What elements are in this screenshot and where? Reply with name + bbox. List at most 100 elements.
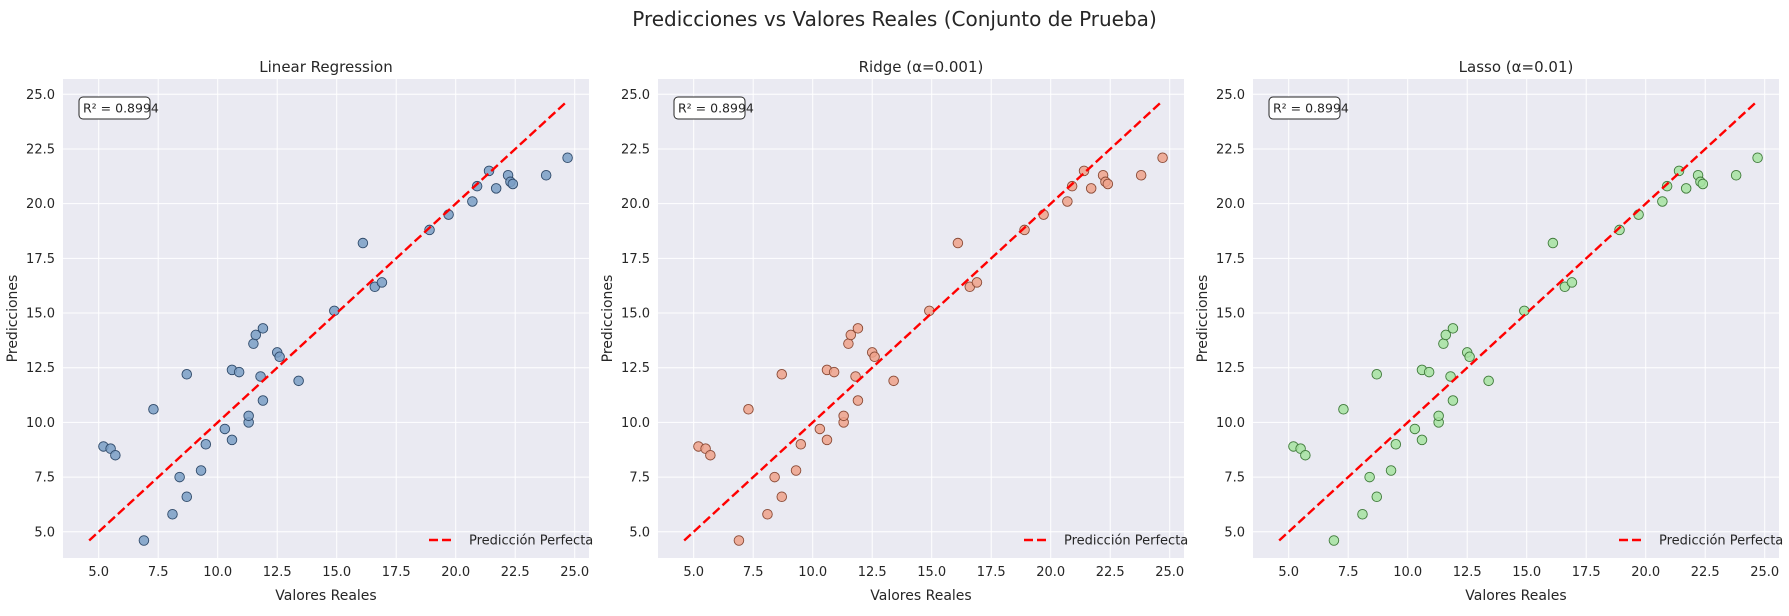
data-point	[148, 404, 159, 415]
data-point	[181, 369, 193, 380]
x-tick-label: 22.5	[1691, 565, 1720, 580]
data-point	[1066, 180, 1078, 192]
x-tick-label: 12.5	[263, 565, 292, 580]
x-tick-label: 25.0	[560, 565, 589, 580]
chart-panel-1: 5.0 7.5 10.0 12.5 15.0 17.5 20.0 22.5 25.0 5.0 7.5…	[5, 58, 593, 604]
data-point	[1440, 329, 1452, 341]
y-tick-label: 10.0	[1216, 416, 1245, 431]
y-tick-label: 15.0	[1216, 307, 1245, 322]
data-point	[167, 509, 178, 520]
data-point	[952, 237, 964, 249]
data-point	[1390, 439, 1402, 450]
y-tick-label: 17.5	[26, 252, 55, 267]
annotation-box	[78, 96, 151, 120]
data-point	[843, 338, 854, 349]
data-point	[195, 465, 207, 476]
y-tick-label: 12.5	[1216, 361, 1245, 376]
data-point	[1661, 180, 1673, 192]
data-point	[490, 183, 502, 194]
chart-title: Linear Regression	[259, 58, 392, 76]
y-tick-label: 10.0	[621, 416, 650, 431]
data-point	[838, 410, 849, 422]
x-tick-label: 20.0	[1036, 565, 1065, 580]
y-tick-label: 25.0	[26, 88, 55, 103]
y-tick-label: 25.0	[621, 88, 650, 103]
y-tick-label: 5.0	[1224, 525, 1245, 540]
data-point	[540, 169, 552, 181]
data-point	[257, 323, 269, 334]
data-point	[1752, 152, 1763, 163]
x-tick-label: 7.5	[743, 565, 764, 580]
data-point	[483, 165, 495, 177]
data-point	[1433, 410, 1444, 422]
y-tick-label: 22.5	[1216, 142, 1245, 157]
y-tick-label: 7.5	[34, 471, 55, 486]
y-tick-label: 5.0	[34, 525, 55, 540]
y-tick-label: 17.5	[621, 252, 650, 267]
data-point	[1385, 465, 1397, 476]
chart-panel-2: 5.0 7.5 10.0 12.5 15.0 17.5 20.0 22.5 25.0 5.0 7.5…	[600, 58, 1188, 604]
data-point	[110, 449, 121, 461]
r2-annotation: R² = 0.8994	[78, 96, 159, 120]
annotation-box	[673, 96, 746, 120]
data-point	[255, 371, 266, 382]
x-axis-label: Valores Reales	[1465, 588, 1566, 604]
scatter-points	[693, 152, 1168, 546]
data-point	[845, 329, 857, 341]
data-point	[226, 434, 238, 446]
grid-lines	[658, 79, 1184, 558]
data-point	[1547, 237, 1559, 249]
data-point	[1135, 169, 1147, 181]
x-tick-label: 17.5	[977, 565, 1006, 580]
x-tick-label: 7.5	[148, 565, 169, 580]
y-tick-label: 25.0	[1216, 88, 1245, 103]
legend-label: Predicción Perfecta	[1064, 534, 1188, 549]
data-point	[852, 395, 864, 406]
data-point	[471, 180, 483, 192]
x-tick-label: 20.0	[1631, 565, 1660, 580]
x-tick-label: 5.0	[88, 565, 109, 580]
data-point	[1423, 366, 1435, 378]
data-point	[248, 338, 259, 349]
data-point	[1338, 404, 1349, 415]
data-point	[1614, 224, 1625, 236]
data-point	[243, 410, 254, 422]
chart-title: Lasso (α=0.01)	[1459, 58, 1574, 76]
data-point	[1445, 371, 1456, 382]
y-tick-label: 7.5	[629, 471, 650, 486]
y-tick-label: 12.5	[26, 361, 55, 376]
x-tick-label: 25.0	[1155, 565, 1184, 580]
x-tick-label: 10.0	[798, 565, 827, 580]
x-tick-label: 17.5	[1572, 565, 1601, 580]
data-point	[357, 237, 369, 249]
legend-label: Predicción Perfecta	[469, 534, 593, 549]
data-point	[138, 535, 150, 546]
x-tick-label: 15.0	[917, 565, 946, 580]
data-point	[828, 366, 840, 378]
data-point	[1697, 178, 1709, 190]
r2-annotation: R² = 0.8994	[1268, 96, 1349, 120]
data-point	[250, 329, 262, 341]
grid-lines	[1253, 79, 1779, 558]
data-point	[1657, 196, 1668, 207]
data-point	[1447, 323, 1459, 334]
data-point	[274, 351, 285, 363]
data-point	[1371, 491, 1383, 503]
data-point	[776, 369, 788, 380]
x-tick-label: 20.0	[441, 565, 470, 580]
data-point	[769, 471, 780, 483]
data-point	[1483, 375, 1494, 387]
annotation-text: R² = 0.8994	[1273, 101, 1349, 116]
y-tick-label: 12.5	[621, 361, 650, 376]
y-tick-label: 20.0	[1216, 197, 1245, 212]
legend: Predicción Perfecta	[1619, 534, 1783, 549]
perfect-prediction-line	[88, 102, 567, 542]
data-point	[1447, 395, 1459, 406]
data-point	[467, 196, 478, 207]
data-point	[888, 375, 899, 387]
data-point	[1102, 178, 1114, 190]
y-tick-label: 5.0	[629, 525, 650, 540]
data-point	[790, 465, 802, 476]
data-point	[1357, 509, 1368, 520]
chart-panel-3: 5.0 7.5 10.0 12.5 15.0 17.5 20.0 22.5 25.0 5.0 7.5…	[1195, 58, 1783, 604]
